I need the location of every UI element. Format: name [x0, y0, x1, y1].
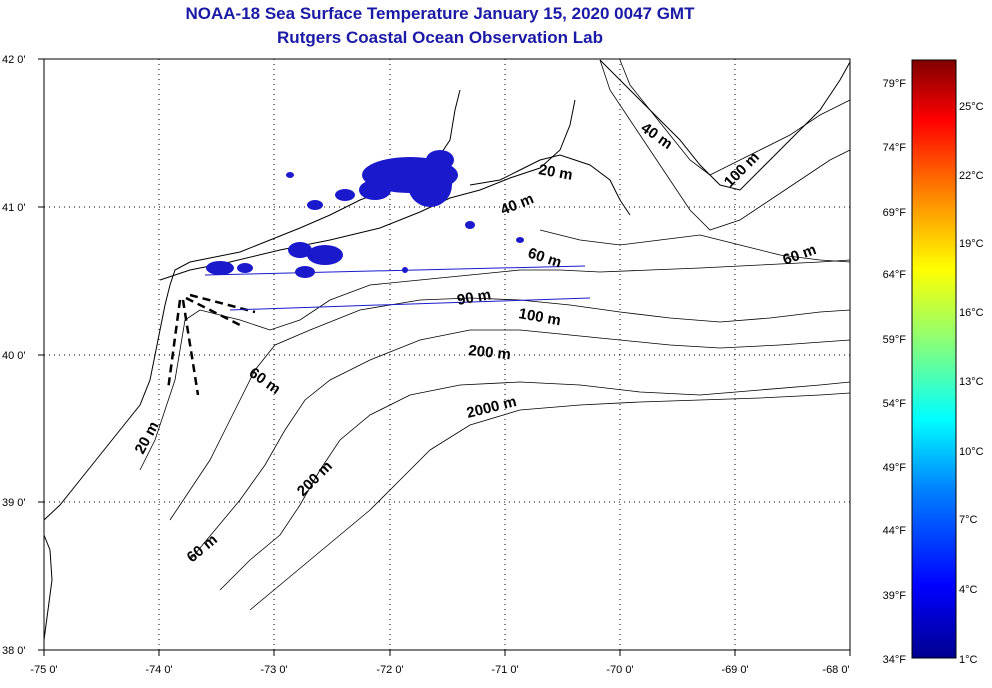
cb-c-22: 22°C	[959, 170, 984, 182]
depth-label-90m: 90 m	[456, 286, 493, 309]
cb-c-1: 1°C	[959, 654, 978, 666]
cb-f-59: 59°F	[883, 334, 907, 346]
latitude-labels: 42 0' 41 0' 40 0' 39 0' 38 0'	[2, 54, 26, 657]
cb-f-49: 49°F	[883, 462, 907, 474]
lon-label-71: -71 0'	[491, 664, 518, 676]
cb-c-10: 10°C	[959, 446, 984, 458]
lon-label-75: -75 0'	[30, 664, 57, 676]
cb-f-64: 64°F	[883, 269, 907, 281]
cb-c-7: 7°C	[959, 514, 978, 526]
lat-label-38: 38 0'	[2, 645, 26, 657]
lon-label-68: -68 0'	[822, 664, 849, 676]
cb-f-79: 79°F	[883, 78, 907, 90]
cb-c-19: 19°C	[959, 238, 984, 250]
cb-f-54: 54°F	[883, 398, 907, 410]
map-subtitle: Rutgers Coastal Ocean Observation Lab	[277, 28, 603, 47]
depth-label-20m-1: 20 m	[537, 161, 574, 184]
cb-c-25: 25°C	[959, 101, 984, 113]
cb-c-16: 16°C	[959, 307, 984, 319]
depth-label-200m-1: 200 m	[468, 342, 512, 363]
lon-label-73: -73 0'	[260, 664, 287, 676]
colorbar	[911, 59, 957, 659]
gridlines	[44, 59, 850, 650]
lon-label-69: -69 0'	[721, 664, 748, 676]
lon-label-74: -74 0'	[145, 664, 172, 676]
lat-label-39: 39 0'	[2, 497, 26, 509]
cb-c-13: 13°C	[959, 376, 984, 388]
depth-contours	[139, 59, 851, 611]
cb-f-39: 39°F	[883, 590, 907, 602]
cb-c-4: 4°C	[959, 584, 978, 596]
lat-label-41: 41 0'	[2, 202, 26, 214]
lat-label-40: 40 0'	[2, 350, 26, 362]
axis-ticks	[38, 58, 851, 656]
longitude-labels: -75 0' -74 0' -73 0' -72 0' -71 0' -70 0…	[30, 664, 849, 676]
cb-f-69: 69°F	[883, 207, 907, 219]
colorbar-fahrenheit-labels: 79°F 74°F 69°F 64°F 59°F 54°F 49°F 44°F …	[883, 78, 907, 666]
cb-f-34: 34°F	[883, 654, 907, 666]
lon-label-72: -72 0'	[376, 664, 403, 676]
cb-f-74: 74°F	[883, 142, 907, 154]
cb-f-44: 44°F	[883, 525, 907, 537]
colorbar-celsius-labels: 25°C 22°C 19°C 16°C 13°C 10°C 7°C 4°C 1°…	[959, 101, 984, 666]
sst-track-lines	[204, 265, 591, 311]
sst-patches	[206, 150, 524, 278]
lat-label-42: 42 0'	[2, 54, 26, 66]
map-title: NOAA-18 Sea Surface Temperature January …	[185, 4, 695, 23]
lon-label-70: -70 0'	[606, 664, 633, 676]
